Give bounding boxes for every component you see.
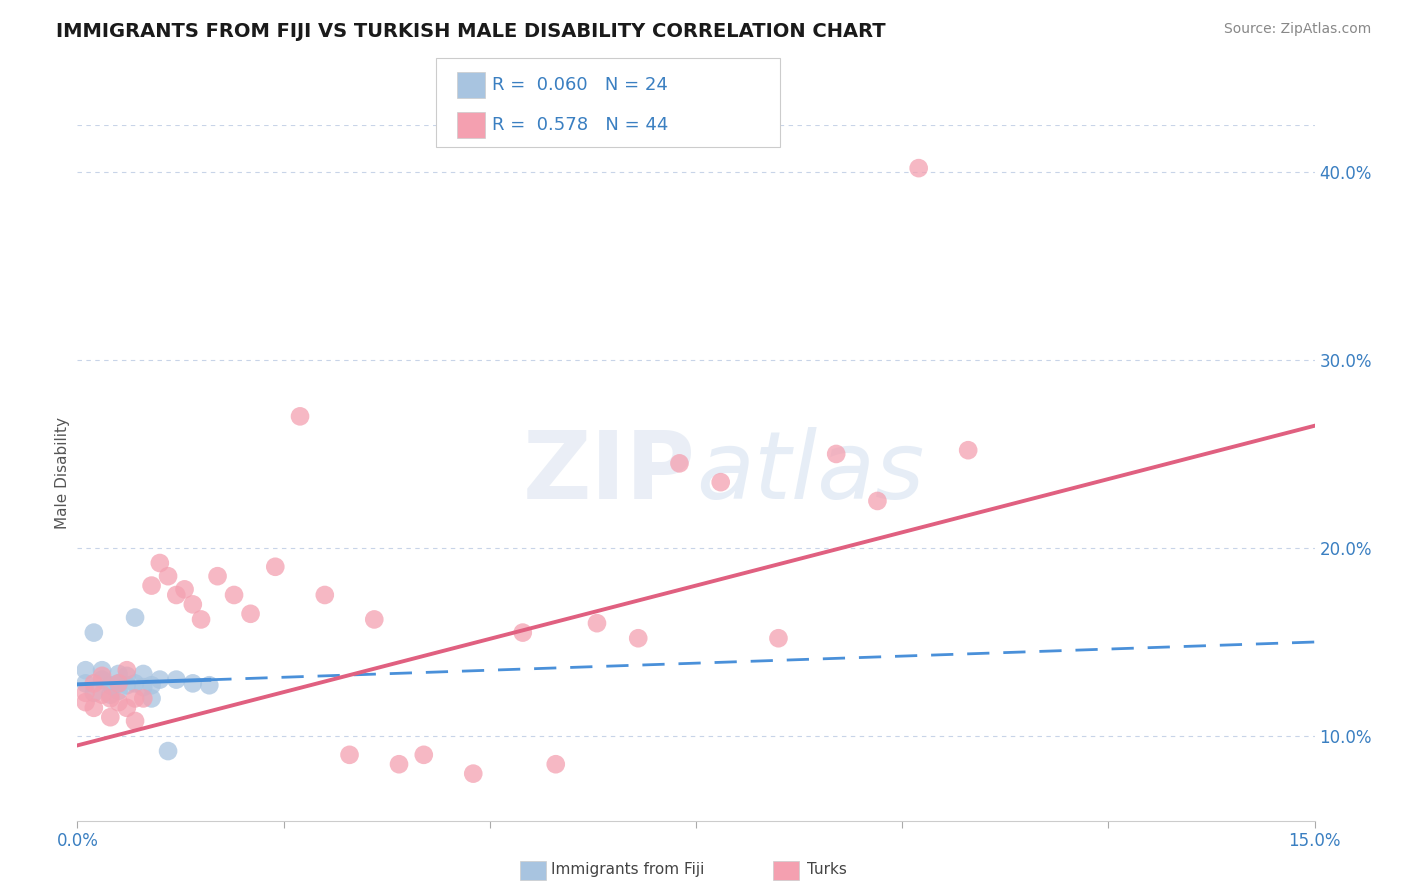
Point [512,625,534,640]
Point [198,678,221,692]
Point [124,691,146,706]
Point [91,669,114,683]
Point [339,747,361,762]
Point [627,632,650,646]
Point [75,695,97,709]
Point [190,612,212,626]
Point [957,443,980,458]
Point [107,695,129,709]
Point [710,475,733,490]
Point [181,598,204,612]
Point [173,582,195,597]
Point [98,710,121,724]
Point [239,607,262,621]
Point [825,447,848,461]
Point [388,757,411,772]
Point [463,766,485,780]
Point [181,676,204,690]
Point [141,678,163,692]
Point [141,578,163,592]
Point [91,688,114,702]
Point [165,673,187,687]
Point [586,616,609,631]
Text: IMMIGRANTS FROM FIJI VS TURKISH MALE DISABILITY CORRELATION CHART: IMMIGRANTS FROM FIJI VS TURKISH MALE DIS… [56,22,886,41]
Point [141,691,163,706]
Text: R =  0.060   N = 24: R = 0.060 N = 24 [492,76,668,94]
Text: Immigrants from Fiji: Immigrants from Fiji [551,863,704,877]
Point [768,632,790,646]
Point [91,663,114,677]
Point [115,669,138,683]
Point [132,667,155,681]
Point [124,676,146,690]
Point [907,161,929,175]
Point [124,714,146,728]
Point [91,673,114,687]
Point [83,701,105,715]
Point [75,686,97,700]
Point [157,744,180,758]
Point [264,559,287,574]
Point [75,663,97,677]
Point [149,556,172,570]
Point [363,612,385,626]
Point [75,676,97,690]
Point [98,691,121,706]
Y-axis label: Male Disability: Male Disability [55,417,70,529]
Point [149,673,172,687]
Text: Source: ZipAtlas.com: Source: ZipAtlas.com [1223,22,1371,37]
Point [107,667,129,681]
Point [115,701,138,715]
Point [314,588,336,602]
Point [107,684,129,698]
Text: atlas: atlas [696,427,924,518]
Point [412,747,434,762]
Point [115,678,138,692]
Point [83,625,105,640]
Point [544,757,567,772]
Point [222,588,245,602]
Point [288,409,311,424]
Point [83,676,105,690]
Point [866,494,889,508]
Point [107,676,129,690]
Text: Turks: Turks [807,863,846,877]
Point [98,678,121,692]
Point [157,569,180,583]
Point [115,663,138,677]
Point [107,676,129,690]
Point [668,456,690,470]
Point [98,688,121,702]
Point [132,691,155,706]
Point [207,569,229,583]
Text: ZIP: ZIP [523,426,696,519]
Point [165,588,187,602]
Point [132,680,155,694]
Point [124,610,146,624]
Text: R =  0.578   N = 44: R = 0.578 N = 44 [492,116,668,134]
Point [83,686,105,700]
